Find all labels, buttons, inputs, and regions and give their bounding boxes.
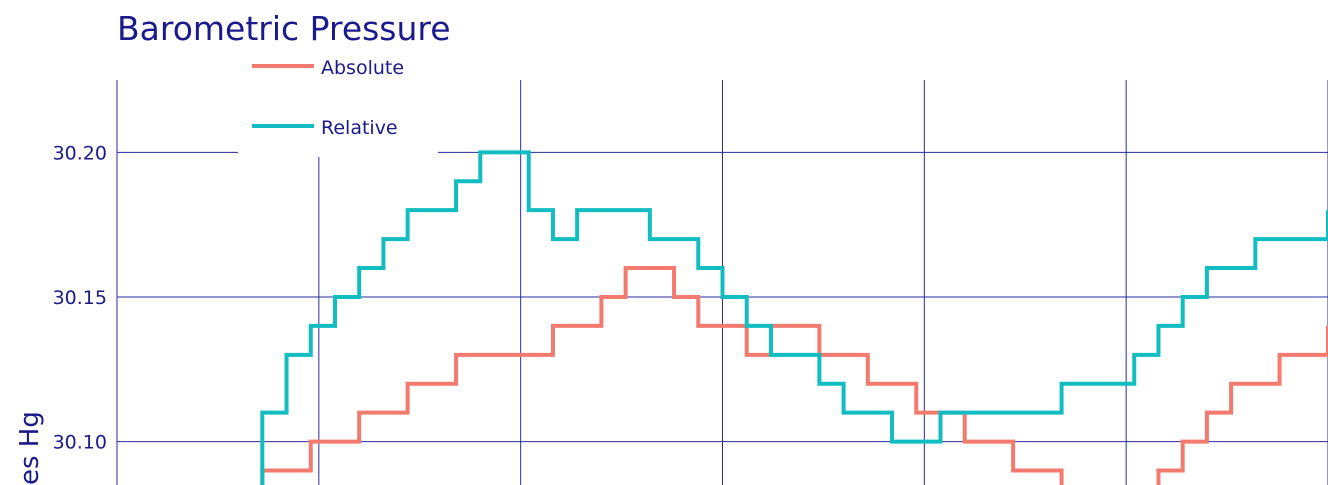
legend-background (238, 52, 438, 157)
chart-title: Barometric Pressure (117, 9, 451, 48)
y-tick-label: 30.15 (53, 287, 107, 309)
y-tick-label: 30.10 (53, 432, 107, 454)
y-tick-labels: 30.20 30.15 30.10 (53, 142, 107, 453)
legend-label-absolute: Absolute (321, 57, 404, 79)
series-lines (260, 150, 1328, 485)
legend: Absolute Relative (252, 57, 404, 139)
legend-label-relative: Relative (321, 117, 398, 139)
y-tick-label: 30.20 (53, 142, 107, 164)
series-line-absolute (260, 266, 1328, 485)
series-line-relative (260, 150, 1328, 485)
y-axis-label: es Hg (15, 411, 45, 485)
